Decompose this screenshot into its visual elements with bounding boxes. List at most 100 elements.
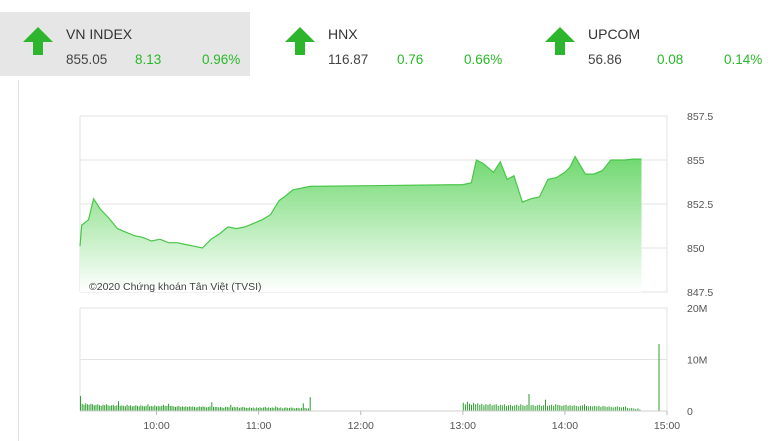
x-tick-label: 13:00 <box>450 420 476 432</box>
intraday-chart-panel: 857.5 855 852.5 850 847.5 20M 10M 0 10:00 11:00… <box>18 80 780 441</box>
volume-bar <box>270 407 271 411</box>
volume-bar <box>528 394 530 411</box>
volume-bar <box>625 406 627 411</box>
volume-bar <box>169 405 171 411</box>
volume-bar <box>190 406 192 411</box>
volume-bar <box>216 406 218 411</box>
volume-bar <box>658 344 660 411</box>
volume-bar <box>138 406 140 411</box>
volume-bar <box>575 405 577 411</box>
volume-bar <box>114 405 116 411</box>
volume-bar <box>271 407 273 411</box>
volume-bar <box>561 405 563 411</box>
volume-bar <box>218 407 220 411</box>
volume-bar <box>157 405 159 411</box>
volume-bar <box>629 408 631 411</box>
volume-bar <box>491 405 493 411</box>
volume-bar <box>283 407 285 411</box>
volume-bar <box>195 407 197 411</box>
volume-bar <box>175 406 176 411</box>
volume-bar <box>143 406 145 411</box>
chart-credit: ©2020 Chứng khoán Tân Việt (TVSI) <box>89 281 262 293</box>
volume-bar <box>230 404 232 411</box>
volume-bar <box>238 407 240 411</box>
index-change: 0.08 <box>657 52 684 67</box>
volume-bar <box>304 407 306 411</box>
volume-bar <box>232 407 233 411</box>
volume-bar <box>309 397 311 411</box>
volume-bar <box>150 405 152 411</box>
volume-bar <box>471 404 472 411</box>
volume-bar <box>164 405 166 411</box>
volume-bar <box>211 402 213 411</box>
volume-bar <box>97 404 99 411</box>
index-value: 116.87 <box>328 52 369 67</box>
volume-bar <box>93 405 95 411</box>
volume-bar <box>124 406 126 411</box>
volume-bar <box>542 405 544 411</box>
volume-bar <box>176 406 178 411</box>
volume-bar <box>256 407 258 411</box>
index-summary-bar: VN INDEX 855.05 8.13 0.96% HNX 116.87 0.… <box>0 0 780 78</box>
volume-bar <box>487 404 489 411</box>
index-percent: 0.14% <box>724 52 763 67</box>
volume-bar <box>200 406 202 411</box>
price-y-tick-label: 855 <box>687 155 705 167</box>
volume-bar <box>202 406 204 411</box>
index-card-hnx[interactable]: HNX 116.87 0.76 0.66% <box>262 12 512 76</box>
volume-bar <box>497 405 499 411</box>
x-tick-label: 12:00 <box>348 420 374 432</box>
x-tick-label: 10:00 <box>143 420 169 432</box>
volume-bar <box>635 408 637 411</box>
volume-bar <box>278 407 280 411</box>
volume-bar <box>567 405 569 411</box>
intraday-chart: 857.5 855 852.5 850 847.5 20M 10M 0 10:00 11:00… <box>79 111 713 432</box>
volume-bar <box>584 404 585 411</box>
volume-bar <box>180 406 182 411</box>
volume-bar <box>109 405 111 411</box>
volume-bar <box>600 406 602 411</box>
volume-bar <box>183 406 185 411</box>
volume-bar <box>81 403 83 411</box>
volume-bar <box>219 406 221 411</box>
volume-bar <box>185 406 187 411</box>
volume-bar <box>161 405 163 411</box>
volume-bar <box>534 405 536 411</box>
volume-bar <box>473 402 475 411</box>
volume-bar <box>263 407 265 411</box>
volume-bar <box>154 405 156 411</box>
index-value: 855.05 <box>66 52 108 67</box>
volume-bar <box>618 406 620 411</box>
volume-bar <box>149 406 151 411</box>
volume-bar <box>192 406 194 411</box>
volume-bar <box>573 405 575 411</box>
volume-bar <box>540 405 542 411</box>
volume-bar <box>285 407 287 411</box>
volume-bar <box>264 406 266 411</box>
index-value: 56.86 <box>588 52 622 67</box>
volume-bar <box>88 404 90 411</box>
volume-bar <box>119 405 121 411</box>
volume-bar <box>551 404 553 411</box>
volume-bar <box>287 407 289 411</box>
index-name: VN INDEX <box>66 26 133 42</box>
index-card-vnindex[interactable]: VN INDEX 855.05 8.13 0.96% <box>0 12 250 76</box>
volume-bar <box>197 406 199 411</box>
index-percent: 0.66% <box>464 52 503 67</box>
volume-bar <box>133 405 135 411</box>
volume-bar <box>204 406 206 411</box>
volume-bar <box>301 407 303 411</box>
volume-bar <box>194 406 195 411</box>
volume-bar <box>290 407 292 411</box>
volume-bar <box>247 407 249 411</box>
volume-bar <box>207 406 209 411</box>
index-change: 8.13 <box>135 52 162 67</box>
volume-bar <box>105 404 107 411</box>
index-card-upcom[interactable]: UPCOM 56.86 0.08 0.14% <box>522 12 772 76</box>
volume-bar <box>221 407 223 411</box>
volume-bar <box>466 401 468 411</box>
volume-bar <box>308 408 309 411</box>
volume-bar <box>289 407 290 411</box>
volume-bar <box>555 404 557 411</box>
volume-bar <box>90 403 92 411</box>
